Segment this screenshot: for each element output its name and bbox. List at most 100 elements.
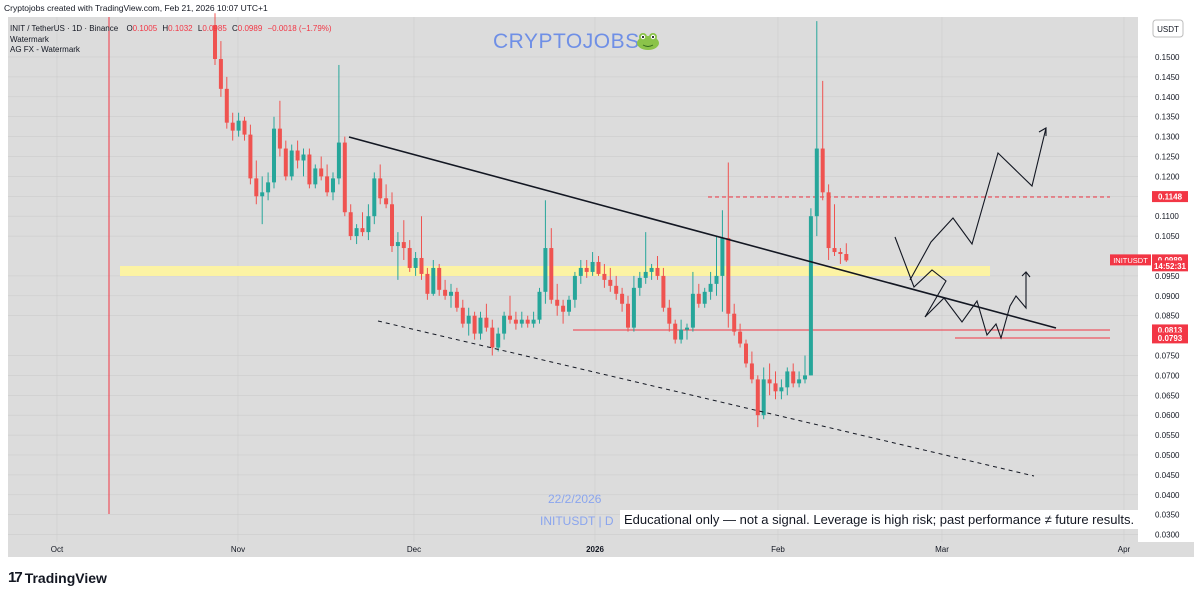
candle-body	[732, 313, 737, 332]
candle-body	[502, 315, 507, 334]
price-tick-label: 0.1250	[1155, 153, 1180, 162]
candle-body	[472, 315, 477, 334]
symbol-price-tag[interactable]	[1110, 254, 1151, 266]
candle-body	[531, 319, 536, 324]
price-tick-label: 0.1450	[1155, 73, 1180, 82]
indicator-agfx-watermark: AG FX - Watermark	[10, 45, 80, 54]
currency-label: USDT	[1157, 25, 1179, 34]
candle-body	[561, 305, 566, 312]
candle-body	[372, 178, 377, 217]
candle-body	[814, 148, 819, 217]
disclaimer-text: Educational only — not a signal. Leverag…	[620, 510, 1139, 529]
candle-body	[319, 168, 324, 177]
candle-body	[567, 299, 571, 312]
price-axis-background[interactable]	[1138, 17, 1194, 542]
candle-body	[578, 267, 583, 276]
price-tick-label: 0.0550	[1155, 431, 1180, 440]
watermark-date: 22/2/2026	[548, 492, 602, 506]
candle-body	[342, 142, 347, 213]
watermark-title: CRYPTOJOBS	[493, 30, 640, 53]
lower-channel-line[interactable]	[377, 320, 1035, 477]
price-tick-label: 0.0500	[1155, 451, 1180, 460]
candle-body	[254, 178, 259, 197]
candle-body	[749, 363, 754, 380]
descending-trendline[interactable]	[348, 136, 1057, 329]
candle-body	[655, 267, 660, 276]
price-label-tag[interactable]	[1152, 324, 1188, 336]
time-axis-background[interactable]	[8, 542, 1138, 557]
price-label-text: 0.0813	[1158, 326, 1183, 335]
candle-body	[832, 248, 837, 253]
legend-low: 0.0985	[202, 24, 227, 33]
candle-body	[283, 148, 288, 177]
candle-body	[590, 261, 595, 272]
frog-emoji-icon	[637, 33, 659, 50]
candle-body	[460, 307, 465, 324]
candle-body	[726, 238, 731, 314]
time-tick-label: Mar	[935, 545, 949, 554]
candle-body	[307, 154, 312, 185]
candle-body	[354, 228, 359, 237]
candle-body	[443, 289, 448, 296]
candle-body	[690, 293, 695, 328]
candle-body	[236, 120, 241, 131]
indicator-watermark: Watermark	[10, 35, 49, 44]
legend-high: 0.1032	[168, 24, 193, 33]
candle-body	[803, 375, 807, 380]
symbol-legend: INIT / TetherUS · 1D · Binance O0.1005 H…	[10, 24, 332, 33]
candle-body	[767, 379, 772, 384]
legend-change: −0.0018 (−1.79%)	[267, 24, 332, 33]
candle-body	[761, 379, 766, 416]
candle-body	[626, 303, 630, 328]
projection-path-low[interactable]	[894, 236, 1027, 340]
price-axis-ticks: 0.1500 0.1450 0.1400 0.1350 0.1300 0.1250 0.12…	[1155, 53, 1180, 540]
candle-body	[230, 122, 235, 131]
currency-badge[interactable]	[1152, 19, 1184, 38]
candle-body	[744, 343, 748, 364]
candle-body	[572, 275, 577, 300]
price-tick-label: 0.1400	[1155, 93, 1180, 102]
candle-body	[336, 142, 341, 179]
candle-body	[466, 315, 471, 324]
price-label-tag[interactable]	[1152, 260, 1188, 272]
price-label-text: 0.0793	[1158, 334, 1183, 343]
candle-body	[785, 371, 790, 388]
price-label-tag[interactable]	[1152, 332, 1188, 344]
price-label-tag[interactable]	[1152, 254, 1188, 266]
price-tick-label: 0.0650	[1155, 391, 1180, 400]
candle-body	[620, 293, 625, 304]
candle-body	[213, 25, 217, 59]
price-tick-label: 0.0950	[1155, 272, 1180, 281]
price-tick-label: 0.0350	[1155, 511, 1180, 520]
price-tick-label: 0.1200	[1155, 172, 1180, 181]
candle-body	[519, 319, 524, 324]
price-tick-label: 0.0450	[1155, 471, 1180, 480]
candle-body	[714, 275, 719, 284]
price-tick-label: 0.0300	[1155, 531, 1180, 540]
tradingview-logo-icon: 17	[8, 569, 23, 586]
candle-body	[602, 273, 607, 280]
legend-high-label: H	[162, 24, 169, 33]
candle-body	[401, 242, 406, 249]
tradingview-logo-text: TradingView	[24, 569, 107, 586]
candle-body	[838, 252, 843, 255]
legend-open: 0.1005	[132, 24, 158, 33]
tradingview-logo[interactable]: 17 TradingView	[8, 569, 107, 586]
projection-path-high[interactable]	[909, 127, 1047, 281]
price-label-tag[interactable]	[1152, 191, 1188, 203]
candle-body	[667, 307, 672, 324]
horizontal-levels	[573, 196, 1110, 339]
candle-body	[549, 248, 554, 300]
price-tick-label: 0.0850	[1155, 312, 1180, 321]
candle-body	[720, 238, 725, 276]
candle-body	[454, 291, 459, 308]
candle-body	[407, 248, 412, 268]
candle-body	[431, 267, 436, 294]
candle-body	[449, 291, 453, 296]
candle-body	[242, 120, 247, 135]
candle-body	[596, 261, 601, 274]
watermark-symbol: INITUSDT | D	[540, 514, 614, 528]
legend-open-label: O	[126, 24, 133, 33]
candle-body	[484, 317, 489, 328]
